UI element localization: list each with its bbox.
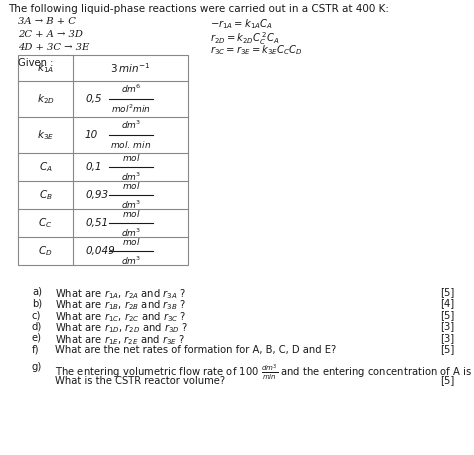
Text: $mol$: $mol$ [122,152,140,163]
Text: $mol$: $mol$ [122,208,140,219]
Text: f): f) [32,344,39,354]
Text: $-r_{1A} = k_{1A}C_A$: $-r_{1A} = k_{1A}C_A$ [210,17,273,31]
Text: g): g) [32,362,42,372]
Text: [5]: [5] [440,344,454,354]
Text: What are $r_{1C}$, $r_{2C}$ and $r_{3C}$ ?: What are $r_{1C}$, $r_{2C}$ and $r_{3C}$… [55,310,187,324]
Text: The following liquid-phase reactions were carried out in a CSTR at 400 K:: The following liquid-phase reactions wer… [8,4,389,14]
Text: What are $r_{1D}$, $r_{2D}$ and $r_{3D}$ ?: What are $r_{1D}$, $r_{2D}$ and $r_{3D}$… [55,322,188,335]
Text: b): b) [32,298,42,308]
Text: $C_B$: $C_B$ [38,188,53,202]
Text: $k_{1A}$: $k_{1A}$ [37,61,54,75]
Text: $3\,min^{-1}$: $3\,min^{-1}$ [110,61,151,75]
Text: What are the net rates of formation for A, B, C, D and E?: What are the net rates of formation for … [55,344,336,354]
Text: 0,1: 0,1 [85,162,101,172]
Text: 0,049: 0,049 [85,246,115,256]
Text: What are $r_{1A}$, $r_{2A}$ and $r_{3A}$ ?: What are $r_{1A}$, $r_{2A}$ and $r_{3A}$… [55,287,186,301]
Bar [18,55,188,265]
Text: [3]: [3] [440,333,454,343]
Text: $dm^3$: $dm^3$ [121,119,141,131]
Text: e): e) [32,333,42,343]
Text: $mol$: $mol$ [122,180,140,191]
Text: $k_{3E}$: $k_{3E}$ [37,128,54,142]
Text: $dm^3$: $dm^3$ [121,199,141,212]
Text: c): c) [32,310,41,320]
Text: $k_{2D}$: $k_{2D}$ [36,92,55,106]
Text: What are $r_{1E}$, $r_{2E}$ and $r_{3E}$ ?: What are $r_{1E}$, $r_{2E}$ and $r_{3E}$… [55,333,185,347]
Text: a): a) [32,287,42,297]
Text: $mol^2min$: $mol^2min$ [111,103,151,116]
Text: 10: 10 [85,130,98,140]
Text: What is the CSTR reactor volume?: What is the CSTR reactor volume? [55,375,225,385]
Text: What are $r_{1B}$, $r_{2B}$ and $r_{3B}$ ?: What are $r_{1B}$, $r_{2B}$ and $r_{3B}$… [55,298,186,312]
Text: 2C + A → 3D: 2C + A → 3D [18,30,83,39]
Text: [5]: [5] [440,287,454,297]
Text: 0,93: 0,93 [85,190,108,200]
Text: $C_A$: $C_A$ [39,160,52,174]
Text: $C_C$: $C_C$ [38,216,53,230]
Text: $dm^6$: $dm^6$ [121,83,141,95]
Text: $r_{3C} = r_{3E} = k_{3E}C_CC_D$: $r_{3C} = r_{3E} = k_{3E}C_CC_D$ [210,43,303,57]
Text: $dm^3$: $dm^3$ [121,255,141,268]
Text: The entering volumetric flow rate of 100 $\frac{dm^3}{min}$ and the entering con: The entering volumetric flow rate of 100… [55,362,474,382]
Text: [5]: [5] [440,310,454,320]
Text: Given :: Given : [18,58,54,68]
Text: [5]: [5] [440,375,454,385]
Text: $mol$: $mol$ [122,236,140,247]
Text: 3A → B + C: 3A → B + C [18,17,76,26]
Text: 0,51: 0,51 [85,218,108,228]
Text: $dm^3$: $dm^3$ [121,227,141,239]
Text: [3]: [3] [440,322,454,332]
Text: 0,5: 0,5 [85,94,101,104]
Text: $dm^3$: $dm^3$ [121,171,141,183]
Text: [4]: [4] [440,298,454,308]
Text: $mol.\,min$: $mol.\,min$ [110,139,152,150]
Text: $r_{2D} = k_{2D}C_C^{\,2}C_A$: $r_{2D} = k_{2D}C_C^{\,2}C_A$ [210,30,279,47]
Text: $C_D$: $C_D$ [38,244,53,258]
Text: 4D + 3C → 3E: 4D + 3C → 3E [18,43,89,52]
Text: d): d) [32,322,42,332]
